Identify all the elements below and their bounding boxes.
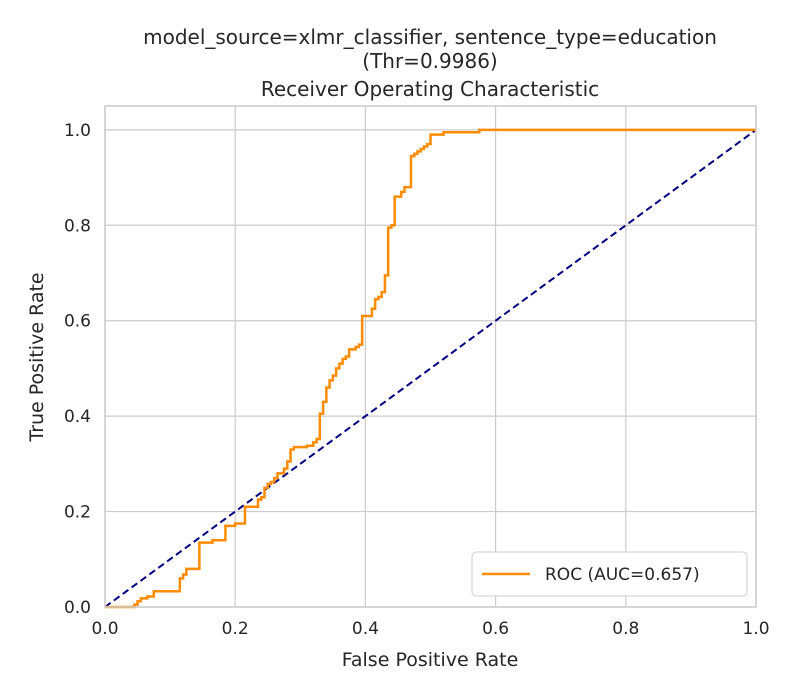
y-tick-label-0: 0.0 [64, 598, 91, 618]
y-axis-label: True Positive Rate [26, 272, 48, 442]
y-tick-label-4: 0.8 [64, 216, 91, 236]
legend: ROC (AUC=0.657) [471, 551, 748, 597]
y-tick-label-5: 1.0 [64, 121, 91, 141]
y-tick-labels: 0.0 0.2 0.4 0.6 0.8 1.0 [64, 121, 91, 618]
series-layer [104, 128, 757, 609]
title-line-3: Receiver Operating Characteristic [261, 77, 599, 101]
x-tick-label-0: 0.0 [91, 619, 118, 639]
x-axis-label: False Positive Rate [342, 649, 519, 671]
plot-area [105, 106, 756, 607]
x-tick-label-2: 0.4 [352, 619, 379, 639]
y-tick-label-2: 0.4 [64, 407, 91, 427]
x-tick-labels: 0.0 0.2 0.4 0.6 0.8 1.0 [91, 619, 769, 639]
legend-roc-label: ROC (AUC=0.657) [545, 565, 700, 585]
chart-title: model_source=xlmr_classifier, sentence_t… [143, 25, 717, 101]
title-line-2: (Thr=0.9986) [362, 49, 497, 73]
y-tick-label-3: 0.6 [64, 312, 91, 332]
x-tick-label-4: 0.8 [612, 619, 639, 639]
x-tick-label-5: 1.0 [742, 619, 769, 639]
y-tick-label-1: 0.2 [64, 503, 91, 523]
chance-diagonal-line [104, 129, 757, 608]
title-line-1: model_source=xlmr_classifier, sentence_t… [143, 25, 717, 49]
plot-frame [104, 105, 757, 608]
roc-curve-line [105, 128, 756, 609]
x-tick-label-3: 0.6 [482, 619, 509, 639]
x-tick-label-1: 0.2 [222, 619, 249, 639]
legend-box [471, 551, 748, 597]
